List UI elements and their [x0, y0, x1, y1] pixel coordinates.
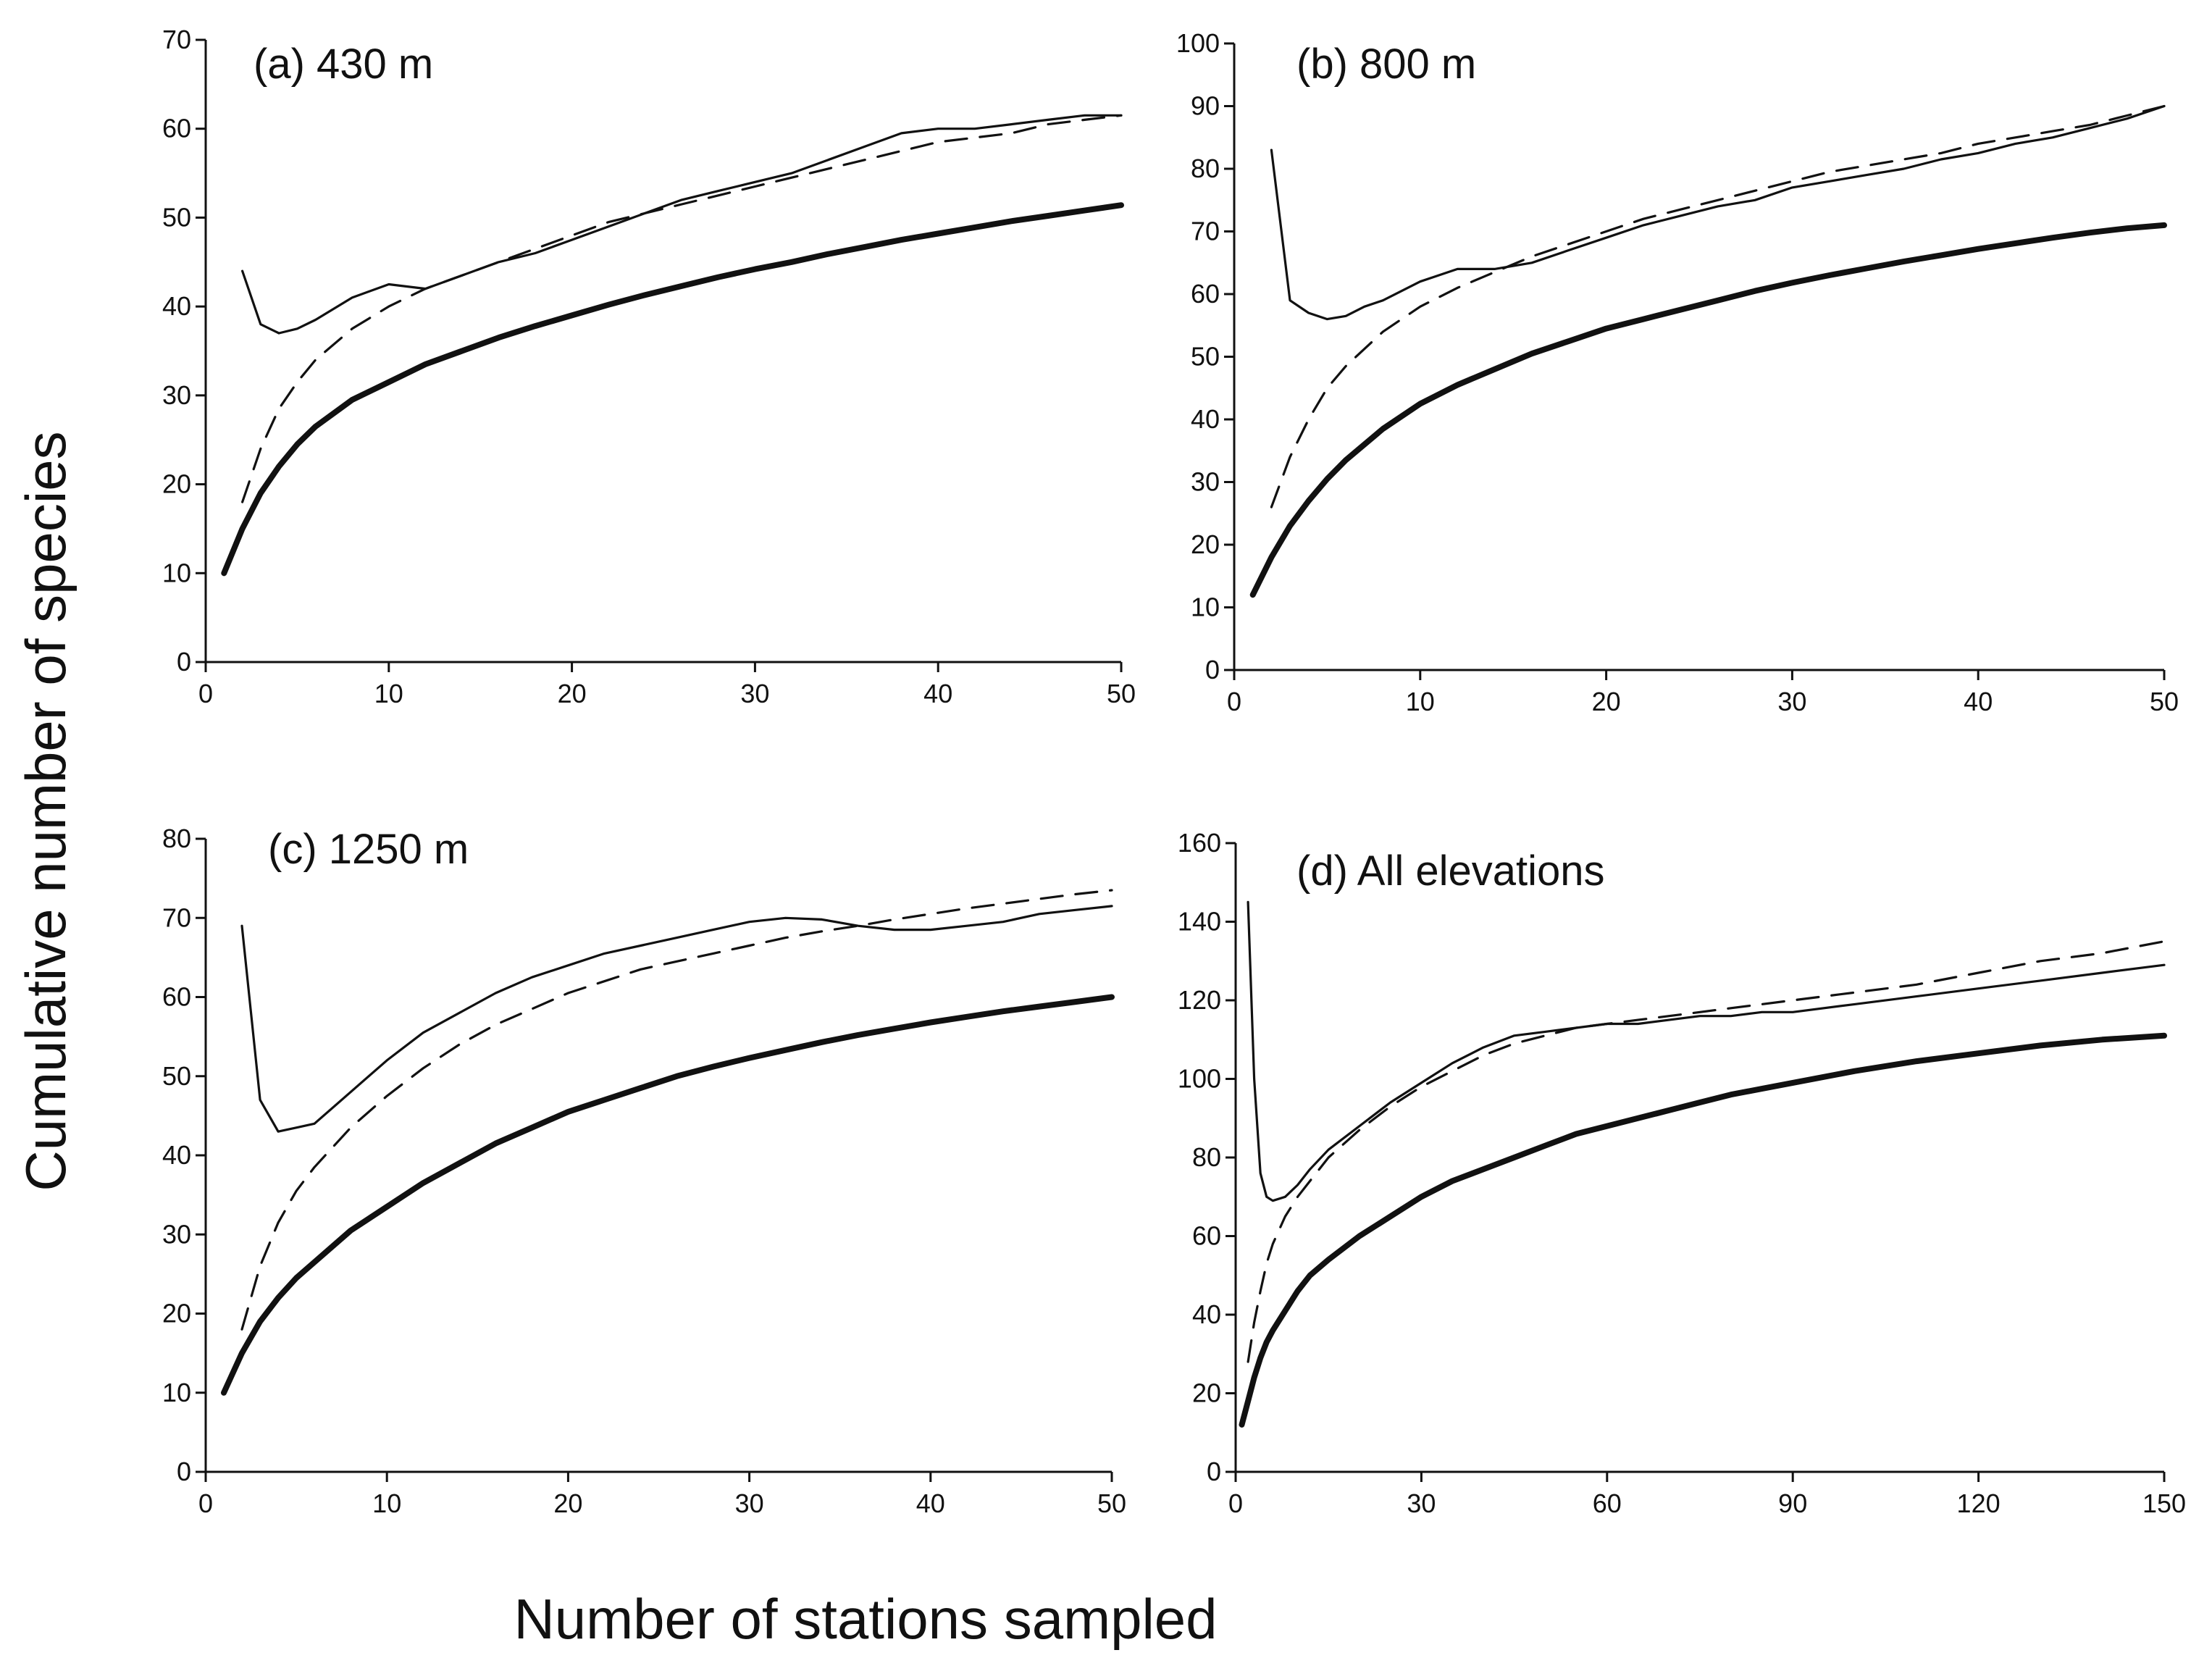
y-tick-label: 10 [162, 1378, 191, 1407]
x-tick-label: 150 [2142, 1489, 2186, 1518]
x-tick-label: 0 [1228, 1489, 1243, 1518]
y-tick-label: 30 [1191, 467, 1220, 497]
x-tick-label: 10 [372, 1489, 401, 1518]
y-tick-label: 60 [162, 982, 191, 1012]
y-tick-label: 60 [1192, 1221, 1221, 1251]
series-line-dashed [240, 889, 1113, 1331]
x-tick-label: 60 [1593, 1489, 1622, 1518]
x-tick-label: 50 [1107, 679, 1136, 708]
y-tick-label: 80 [1191, 154, 1220, 183]
series-line-thick-solid [221, 202, 1124, 577]
x-tick-label: 50 [1097, 1489, 1126, 1518]
y-tick-label: 10 [162, 558, 191, 587]
series-line-dashed [1270, 104, 2166, 508]
series-line-thick-solid [1239, 1032, 2167, 1428]
series-line-thin-solid [240, 905, 1113, 1133]
panel-d: 0 20 40 60 80 100 120 140 160 0 30 60 90 120 150 (d) Al… [1178, 828, 2186, 1518]
series-line-thick-solid [221, 994, 1115, 1396]
x-tick-label: 20 [558, 679, 587, 708]
y-tick-label: 80 [1192, 1142, 1221, 1172]
y-tick-label: 40 [162, 1140, 191, 1170]
panel-b: 0 10 20 30 40 50 60 70 80 90 100 0 10 20 30 40 50 (b) 800… [1176, 28, 2179, 716]
y-tick-label: 70 [162, 903, 191, 932]
y-tick-label: 100 [1176, 28, 1220, 58]
x-tick-label: 20 [1592, 687, 1621, 716]
y-tick-label: 0 [1207, 1457, 1221, 1486]
x-tick-label: 30 [740, 679, 769, 708]
y-tick-label: 40 [162, 291, 191, 321]
panel-title: (d) All elevations [1296, 847, 1605, 895]
x-tick-label: 0 [1227, 687, 1241, 716]
y-tick-label: 60 [1191, 279, 1220, 309]
y-tick-label: 70 [162, 25, 191, 54]
y-tick-label: 0 [1205, 655, 1220, 684]
y-tick-label: 100 [1178, 1064, 1221, 1094]
series-line-dashed [1247, 940, 2166, 1363]
x-tick-label: 30 [735, 1489, 764, 1518]
y-tick-label: 50 [162, 1061, 191, 1091]
x-tick-label: 40 [1964, 687, 1993, 716]
y-tick-label: 30 [162, 380, 191, 410]
y-tick-label: 120 [1178, 985, 1221, 1015]
x-tick-label: 90 [1778, 1489, 1807, 1518]
y-tick-label: 50 [1191, 342, 1220, 372]
y-tick-label: 40 [1192, 1299, 1221, 1329]
y-tick-label: 30 [162, 1219, 191, 1249]
y-tick-label: 50 [162, 202, 191, 232]
y-tick-label: 20 [1192, 1378, 1221, 1408]
y-tick-label: 20 [162, 1299, 191, 1328]
y-tick-label: 20 [1191, 529, 1220, 559]
x-tick-label: 10 [374, 679, 403, 708]
x-tick-label: 10 [1406, 687, 1435, 716]
x-axis-label: Number of stations sampled [514, 1587, 1217, 1651]
panel-title: (c) 1250 m [268, 826, 469, 873]
y-tick-label: 0 [177, 647, 191, 677]
x-tick-label: 40 [916, 1489, 945, 1518]
x-tick-label: 40 [923, 679, 952, 708]
y-tick-label: 0 [177, 1457, 191, 1486]
x-tick-label: 0 [198, 1489, 213, 1518]
series-line-thin-solid [1270, 104, 2166, 321]
y-tick-label: 60 [162, 114, 191, 143]
y-tick-label: 10 [1191, 593, 1220, 622]
panel-title: (a) 430 m [254, 41, 433, 88]
y-axis-label: Cumulative number of species [14, 431, 77, 1191]
y-tick-label: 20 [162, 469, 191, 499]
series-line-thin-solid [1247, 900, 2166, 1202]
panel-a: 0 10 20 30 40 50 60 70 0 10 20 30 40 50 (a) 430 m [162, 25, 1136, 708]
y-tick-label: 40 [1191, 404, 1220, 434]
x-tick-label: 120 [1957, 1489, 2001, 1518]
x-tick-label: 20 [553, 1489, 582, 1518]
x-tick-label: 0 [198, 679, 213, 708]
y-tick-label: 90 [1191, 91, 1220, 121]
panel-c: 0 10 20 30 40 50 60 70 80 0 10 20 30 40 50 (c) 1250 m [162, 824, 1126, 1518]
y-tick-label: 140 [1178, 907, 1221, 937]
series-line-dashed [241, 114, 1123, 503]
x-tick-label: 30 [1407, 1489, 1436, 1518]
panel-title: (b) 800 m [1296, 41, 1476, 88]
series-line-thick-solid [1249, 222, 2167, 598]
x-tick-label: 30 [1777, 687, 1806, 716]
y-tick-label: 160 [1178, 828, 1221, 858]
y-tick-label: 70 [1191, 217, 1220, 246]
x-tick-label: 50 [2150, 687, 2179, 716]
y-tick-label: 80 [162, 824, 191, 853]
